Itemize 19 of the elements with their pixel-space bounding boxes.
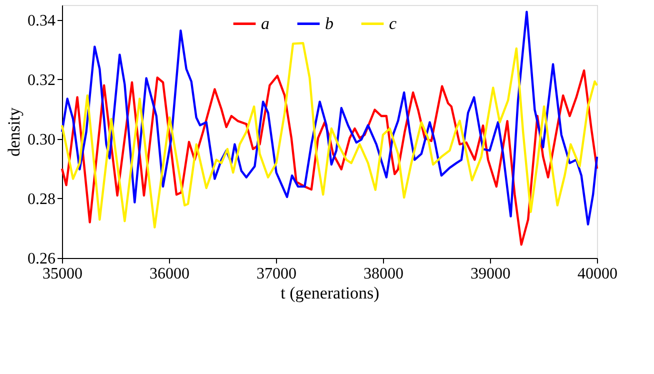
x-tick-label: 36000 — [150, 266, 190, 282]
x-tick-label: 40000 — [578, 266, 618, 282]
x-tick-label: 35000 — [42, 266, 82, 282]
legend-label: c — [389, 14, 397, 33]
line-series — [60, 42, 598, 228]
x-tick-label: 38000 — [364, 266, 404, 282]
line-series — [60, 10, 598, 226]
line-series — [60, 69, 598, 246]
y-tick-label: 0.34 — [28, 12, 56, 30]
x-tick-label: 39000 — [470, 266, 510, 282]
y-tick-label: 0.26 — [28, 250, 56, 268]
y-tick-label: 0.28 — [28, 190, 56, 208]
x-axis-title: t (generations) — [280, 284, 380, 302]
legend-label: a — [261, 14, 270, 33]
y-tick-label: 0.32 — [28, 72, 56, 89]
x-tick-label: 37000 — [256, 266, 296, 282]
y-axis-title: density — [4, 106, 24, 157]
legend-label: b — [325, 14, 334, 33]
y-tick-label: 0.30 — [28, 131, 56, 148]
